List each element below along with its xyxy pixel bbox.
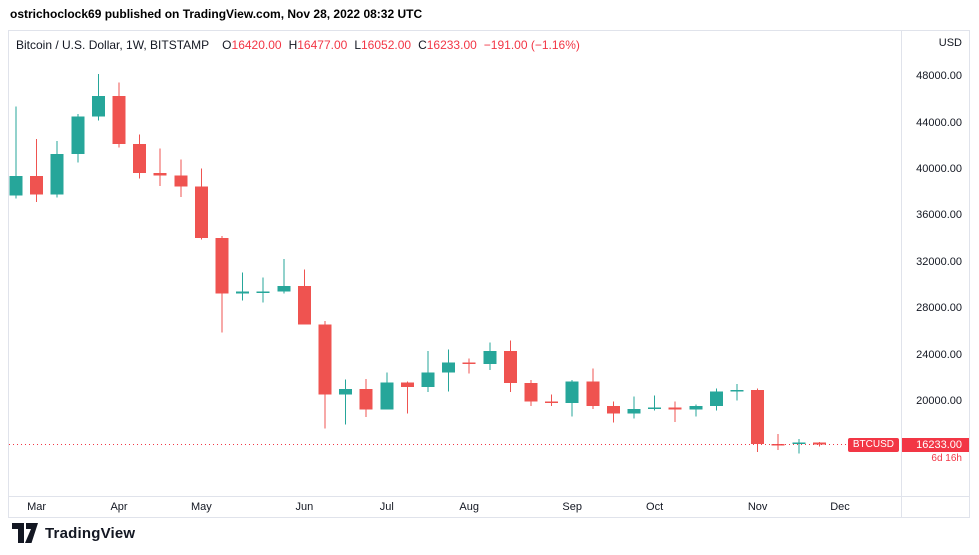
symbol-price-flag: BTCUSD xyxy=(847,437,899,452)
currency-unit-label: USD xyxy=(938,37,962,49)
candle-2022-04-04 xyxy=(112,82,126,148)
price-tick-32000.00: 32000.00 xyxy=(916,255,962,268)
candle-2022-11-21 xyxy=(792,439,806,454)
price-axis[interactable]: USD 48000.00 44000.00 40000.00 36000.00 3200… xyxy=(902,31,969,496)
price-tick-40000.00: 40000.00 xyxy=(916,163,962,175)
tradingview-wordmark: TradingView xyxy=(45,524,136,542)
month-label-Sep: Sep xyxy=(562,501,582,513)
candle-2022-07-25 xyxy=(442,349,456,392)
candle-2022-09-26 xyxy=(627,396,641,419)
candle-2022-08-08 xyxy=(483,342,497,371)
bar-countdown: 6d 16h xyxy=(931,452,962,464)
month-label-Jul: Jul xyxy=(379,501,394,513)
price-tick-24000.00: 24000.00 xyxy=(916,348,962,361)
month-label-Aug: Aug xyxy=(459,501,479,513)
candle-2022-03-28 xyxy=(91,74,105,121)
price-axis-divider xyxy=(901,31,902,517)
candle-2022-10-31 xyxy=(730,383,744,401)
candle-2022-08-01 xyxy=(462,358,476,374)
chart-legend: Bitcoin / U.S. Dollar, 1W, BITSTAMP O1642… xyxy=(16,38,580,52)
candle-2022-09-12 xyxy=(586,368,600,410)
candle-2022-04-11 xyxy=(133,134,147,179)
attribution-text: ostrichoclock69 published on TradingView… xyxy=(10,7,423,21)
candle-2022-06-27 xyxy=(359,379,373,417)
price-tick-20000.00: 20000.00 xyxy=(916,394,962,407)
candle-2022-04-25 xyxy=(174,159,188,198)
candle-2022-10-03 xyxy=(648,395,662,411)
chart-widget: Bitcoin / U.S. Dollar, 1W, BITSTAMP O1642… xyxy=(8,30,970,518)
candle-2022-02-28 xyxy=(9,106,23,199)
tradingview-logo[interactable]: TradingView xyxy=(12,523,135,543)
tradingview-logo-icon xyxy=(12,523,38,543)
candle-2022-08-22 xyxy=(524,380,538,407)
month-label-Oct: Oct xyxy=(646,501,664,513)
month-label-Jun: Jun xyxy=(295,501,314,513)
candle-2022-06-13 xyxy=(318,321,332,429)
candle-2022-11-14 xyxy=(771,434,785,451)
candle-2022-11-28 xyxy=(812,441,826,447)
change-value: −191.00 (−1.16%) xyxy=(483,38,580,52)
candle-2022-07-18 xyxy=(421,351,435,393)
last-price-badge: 16233.00 xyxy=(902,437,969,452)
candle-2022-05-16 xyxy=(236,272,250,301)
candle-2022-05-02 xyxy=(194,168,208,240)
time-axis-divider xyxy=(9,496,969,497)
candle-2022-06-20 xyxy=(339,379,353,425)
low-label: L xyxy=(354,38,361,52)
candle-2022-05-09 xyxy=(215,235,229,333)
candle-2022-09-19 xyxy=(606,401,620,423)
candle-2022-10-17 xyxy=(689,404,703,417)
chart-pane[interactable] xyxy=(9,31,901,496)
month-label-Mar: Mar xyxy=(27,501,47,513)
price-tick-44000.00: 44000.00 xyxy=(916,116,962,129)
candle-2022-10-10 xyxy=(668,401,682,422)
candle-2022-10-24 xyxy=(709,388,723,411)
high-value: 16477.00 xyxy=(297,38,348,52)
candle-2022-05-30 xyxy=(277,259,291,294)
candle-2022-05-23 xyxy=(256,277,270,303)
candle-2022-03-07 xyxy=(30,138,44,202)
candle-2022-09-05 xyxy=(565,380,579,417)
candle-2022-08-29 xyxy=(545,394,559,407)
candle-2022-11-07 xyxy=(751,388,765,453)
time-axis[interactable]: Mar Apr May Jun Jul Aug Sep Oct Nov Dec xyxy=(9,497,901,517)
price-tick-36000.00: 36000.00 xyxy=(916,209,962,222)
price-tick-28000.00: 28000.00 xyxy=(916,302,962,315)
month-label-Nov: Nov xyxy=(747,501,768,513)
price-tick-48000.00: 48000.00 xyxy=(916,70,962,83)
month-label-Dec: Dec xyxy=(830,501,850,513)
open-label: O xyxy=(222,38,232,52)
close-label: C xyxy=(418,38,427,52)
candle-2022-08-15 xyxy=(503,340,517,392)
candle-2022-03-14 xyxy=(50,141,64,198)
month-label-Apr: Apr xyxy=(110,501,128,513)
candle-2022-04-18 xyxy=(153,148,167,186)
low-value: 16052.00 xyxy=(361,38,412,52)
month-label-May: May xyxy=(191,501,212,513)
high-label: H xyxy=(288,38,298,52)
candle-2022-06-06 xyxy=(297,269,311,325)
candle-2022-07-04 xyxy=(380,372,394,410)
open-value: 16420.00 xyxy=(231,38,282,52)
candle-2022-07-11 xyxy=(400,381,414,414)
candlestick-canvas[interactable] xyxy=(9,31,901,496)
close-value: 16233.00 xyxy=(426,38,477,52)
candle-2022-03-21 xyxy=(71,113,85,163)
symbol-description[interactable]: Bitcoin / U.S. Dollar, 1W, BITSTAMP xyxy=(16,38,210,52)
